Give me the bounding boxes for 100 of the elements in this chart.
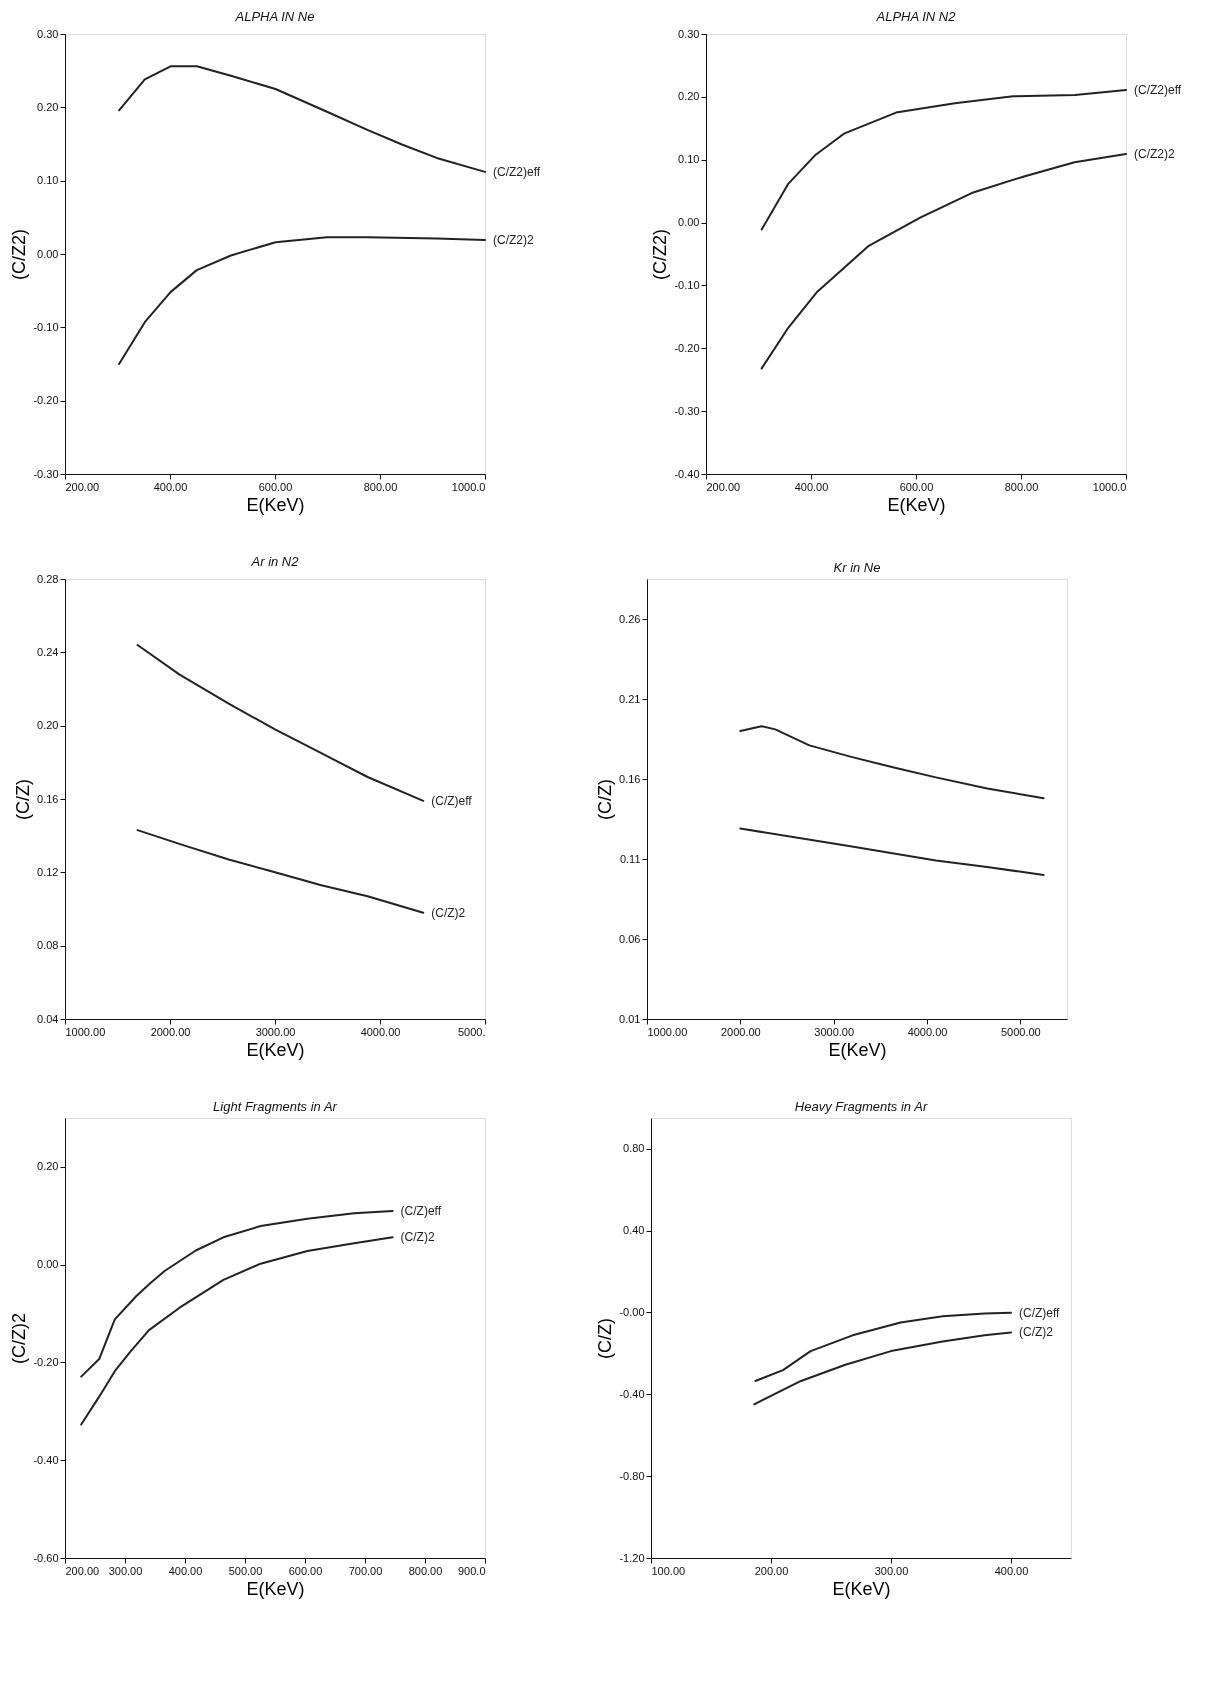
x-tick-label: 3000.00	[814, 1025, 855, 1038]
x-tick-label: 400.00	[994, 1564, 1029, 1577]
y-tick-label: 0.06	[619, 932, 641, 945]
y-axis-title: (C/Z2)	[9, 229, 30, 280]
chart-title: Kr in Ne	[833, 560, 881, 575]
series-label: (C/Z)2	[1019, 1325, 1054, 1340]
x-tick-label: 1000.00	[65, 1025, 106, 1038]
y-tick-label: 0.30	[37, 27, 59, 40]
x-tick-label: 4000.00	[360, 1025, 401, 1038]
y-tick-label: 0.40	[623, 1224, 645, 1237]
x-tick-label: 1000.0	[1092, 480, 1127, 493]
y-tick-label: 0.20	[37, 100, 59, 113]
y-tick-label: -0.80	[619, 1469, 645, 1482]
x-axis-title: E(KeV)	[246, 494, 305, 515]
line-series	[760, 153, 1127, 370]
y-axis-title: (C/Z2)	[650, 229, 671, 280]
y-tick-label: 0.16	[619, 772, 641, 785]
y-tick-label: -0.40	[674, 467, 700, 480]
x-tick-label: 800.00	[1004, 480, 1039, 493]
y-tick-label: 0.20	[678, 90, 700, 103]
y-axis-title: (C/Z)	[13, 779, 34, 820]
x-tick-label: 300.00	[874, 1564, 909, 1577]
y-tick-label: 0.21	[619, 692, 641, 705]
y-tick-label: -1.20	[619, 1551, 645, 1564]
x-tick-label: 200.00	[65, 480, 100, 493]
series-label: (C/Z2)2	[1134, 147, 1175, 162]
x-tick-label: 1000.0	[451, 480, 486, 493]
y-tick-label: 0.16	[37, 792, 59, 805]
y-tick-label: -0.20	[674, 341, 700, 354]
x-tick-label: 200.00	[65, 1564, 100, 1577]
y-tick-label: -0.00	[619, 1305, 645, 1318]
x-tick-label: 1000.00	[647, 1025, 688, 1038]
series-label: (C/Z)2	[431, 905, 466, 920]
chart-title: Light Fragments in Ar	[213, 1099, 338, 1114]
y-tick-label: 0.01	[619, 1012, 641, 1025]
y-tick-label: -0.40	[33, 1453, 59, 1466]
x-tick-label: 2000.00	[150, 1025, 191, 1038]
line-series	[136, 829, 425, 914]
x-axis-title: E(KeV)	[832, 1578, 891, 1599]
y-tick-label: 0.11	[619, 852, 641, 865]
x-axis-title: E(KeV)	[887, 494, 946, 515]
x-tick-label: 3000.00	[255, 1025, 296, 1038]
y-tick-label: -0.40	[619, 1387, 645, 1400]
y-axis-title: (C/Z)	[595, 779, 616, 820]
line-series	[754, 1311, 1012, 1382]
series-label: (C/Z2)eff	[493, 164, 541, 179]
y-tick-label: -0.10	[33, 320, 59, 333]
line-series	[739, 725, 1045, 800]
x-axis-title: E(KeV)	[828, 1039, 887, 1060]
y-axis-title: (C/Z)	[595, 1318, 616, 1359]
line-series	[739, 827, 1045, 876]
chart-title: ALPHA IN N2	[875, 9, 957, 24]
x-tick-label: 600.00	[258, 480, 293, 493]
x-tick-label: 600.00	[288, 1564, 323, 1577]
x-tick-label: 5000.00	[1000, 1025, 1041, 1038]
x-tick-label: 300.00	[108, 1564, 143, 1577]
y-tick-label: 0.30	[678, 27, 700, 40]
chart-title: Heavy Fragments in Ar	[794, 1099, 928, 1114]
y-tick-label: 0.20	[37, 1160, 59, 1173]
y-tick-label: 0.26	[619, 612, 641, 625]
x-tick-label: 900.0	[457, 1564, 486, 1577]
y-tick-label: 0.00	[37, 247, 59, 260]
x-tick-label: 800.00	[363, 480, 398, 493]
series-label: (C/Z)eff	[1019, 1305, 1061, 1320]
line-series	[118, 65, 486, 173]
x-tick-label: 2000.00	[720, 1025, 761, 1038]
y-tick-label: 0.08	[37, 939, 59, 952]
y-tick-label: -0.20	[33, 394, 59, 407]
y-tick-label: 0.24	[37, 645, 59, 658]
chart-title: Ar in N2	[250, 554, 300, 569]
x-tick-label: 400.00	[153, 480, 188, 493]
x-tick-label: 100.00	[651, 1564, 686, 1577]
x-tick-label: 4000.00	[907, 1025, 948, 1038]
y-tick-label: -0.30	[33, 467, 59, 480]
y-tick-label: -0.30	[674, 404, 700, 417]
series-label: (C/Z2)eff	[1134, 82, 1182, 97]
y-tick-label: 0.20	[37, 719, 59, 732]
x-tick-label: 200.00	[754, 1564, 789, 1577]
y-tick-label: 0.10	[37, 174, 59, 187]
x-tick-label: 600.00	[899, 480, 934, 493]
line-series	[80, 1236, 394, 1426]
line-series	[753, 1331, 1012, 1406]
x-tick-label: 400.00	[794, 480, 829, 493]
chart-title: ALPHA IN Ne	[234, 9, 315, 24]
x-tick-label: 800.00	[408, 1564, 443, 1577]
x-axis-title: E(KeV)	[246, 1578, 305, 1599]
y-tick-label: 0.04	[37, 1012, 59, 1025]
series-label: (C/Z)eff	[400, 1203, 442, 1218]
series-label: (C/Z)2	[400, 1230, 435, 1245]
line-series	[118, 236, 486, 365]
x-tick-label: 700.00	[348, 1564, 383, 1577]
y-tick-label: -0.10	[674, 278, 700, 291]
y-tick-label: 0.12	[37, 865, 59, 878]
series-label: (C/Z2)2	[493, 233, 534, 248]
x-tick-label: 200.00	[706, 480, 741, 493]
x-axis-title: E(KeV)	[246, 1039, 305, 1060]
y-tick-label: 0.80	[623, 1142, 645, 1155]
series-label: (C/Z)eff	[431, 793, 473, 808]
x-tick-label: 5000.	[457, 1025, 486, 1038]
x-tick-label: 400.00	[168, 1564, 203, 1577]
